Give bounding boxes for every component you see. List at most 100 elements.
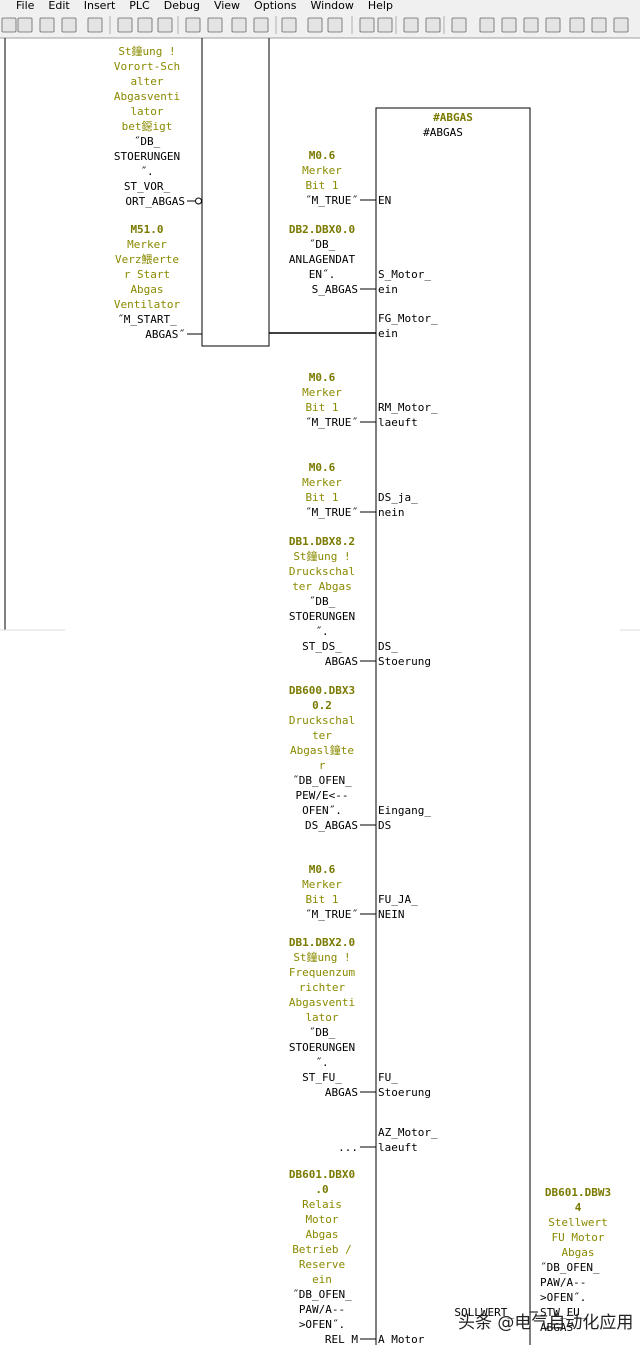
pin-label: ein xyxy=(378,283,398,296)
toolbar-button[interactable] xyxy=(523,17,539,33)
pin-label: A_Motor_ xyxy=(378,1333,431,1345)
toolbar-button[interactable] xyxy=(403,17,419,33)
operand-symbol: ˝. xyxy=(315,1056,328,1069)
toolbar-button[interactable] xyxy=(451,17,467,33)
toolbar-button[interactable] xyxy=(39,17,55,33)
operand-symbol: DS_ABGAS xyxy=(305,819,358,832)
operand-symbol: STW_FU_ xyxy=(540,1306,587,1319)
menu-item[interactable]: Help xyxy=(368,0,393,12)
operand-symbol: ˝DB_ xyxy=(309,1026,336,1039)
toolbar-button[interactable] xyxy=(377,17,393,33)
block-name: #ABGAS xyxy=(423,126,463,139)
operand-comment: Frequenzum xyxy=(289,966,356,979)
toolbar-button[interactable] xyxy=(545,17,561,33)
operand-comment: bet鐚igt xyxy=(122,119,173,133)
operand-comment: Ventilator xyxy=(114,298,181,311)
operand-comment: Bit 1 xyxy=(305,179,338,192)
watermark: 头条 @电气自动化应用 xyxy=(458,1313,633,1333)
toolbar-button[interactable] xyxy=(117,17,133,33)
operand-symbol: ˝M_TRUE˝ xyxy=(305,194,358,207)
operand-comment: Druckschal xyxy=(289,565,355,578)
operand-comment: Verz鰃erte xyxy=(115,253,179,266)
operand-address: 4 xyxy=(575,1201,582,1214)
operand-symbol: PAW/A-- xyxy=(299,1303,345,1316)
pin-label: Eingang_ xyxy=(378,804,431,817)
toolbar-button[interactable] xyxy=(1,17,17,33)
operand-address: M0.6 xyxy=(309,371,336,384)
toolbar-button[interactable] xyxy=(253,17,269,33)
menu-item[interactable]: Debug xyxy=(164,0,200,12)
toolbar-button[interactable] xyxy=(307,17,323,33)
block-instance: #ABGAS xyxy=(433,111,473,124)
menu-item[interactable]: Insert xyxy=(84,0,116,12)
operand-symbol: ABGAS xyxy=(325,655,358,668)
operand-symbol: ˝DB_ xyxy=(309,238,336,251)
toolbar-button[interactable] xyxy=(613,17,629,33)
operand-comment: Vorort-Sch xyxy=(114,60,180,73)
pin-label: FU_JA_ xyxy=(378,893,418,906)
pin-label: laeuft xyxy=(378,416,418,429)
operand-symbol: ˝. xyxy=(315,625,328,638)
left-block xyxy=(201,38,270,347)
pin-label: FG_Motor_ xyxy=(378,312,438,325)
pin-label: FU_ xyxy=(378,1071,398,1084)
operand-comment: lator xyxy=(130,105,163,118)
toolbar-button[interactable] xyxy=(185,17,201,33)
operand-symbol: ABGAS xyxy=(325,1086,358,1099)
operand-symbol: ˝. xyxy=(140,165,153,178)
operand-address: DB2.DBX0.0 xyxy=(289,223,355,236)
toolbar-button[interactable] xyxy=(359,17,375,33)
pin-label: nein xyxy=(378,506,405,519)
operand-comment: Bit 1 xyxy=(305,491,338,504)
operand-symbol: ˝DB_ xyxy=(309,595,336,608)
toolbar-button[interactable] xyxy=(157,17,173,33)
toolbar-button[interactable] xyxy=(501,17,517,33)
operand-comment: Abgasventi xyxy=(289,996,355,1009)
menu-item[interactable]: Options xyxy=(254,0,297,12)
operand-symbol: ˝DB_OFEN_ xyxy=(540,1261,600,1274)
pin-label: DS_ja_ xyxy=(378,491,418,504)
pin-label: S_Motor_ xyxy=(378,268,431,281)
operand-address: M0.6 xyxy=(309,461,336,474)
menu-item[interactable]: File xyxy=(16,0,35,12)
operand-symbol: ˝DB_OFEN_ xyxy=(292,774,352,787)
operand-comment: r xyxy=(319,759,326,772)
toolbar-button[interactable] xyxy=(591,17,607,33)
toolbar-button[interactable] xyxy=(87,17,103,33)
menu-item[interactable]: View xyxy=(214,0,240,12)
operand-symbol: ... xyxy=(338,1141,358,1154)
operand-address: DB600.DBX3 xyxy=(289,684,355,697)
toolbar-button[interactable] xyxy=(207,17,223,33)
toolbar-button[interactable] xyxy=(327,17,343,33)
toolbar-button[interactable] xyxy=(479,17,495,33)
pin-label: AZ_Motor_ xyxy=(378,1126,438,1139)
operand-address: .0 xyxy=(315,1183,328,1196)
operand-comment: St鐘ung ! xyxy=(118,44,175,58)
toolbar-button[interactable] xyxy=(425,17,441,33)
menu-item[interactable]: Edit xyxy=(48,0,70,12)
operand-symbol: ORT_ABGAS xyxy=(125,195,185,208)
menu-item[interactable]: Window xyxy=(311,0,354,12)
operand-symbol: OFEN˝. xyxy=(302,804,342,817)
menu-item[interactable]: PLC xyxy=(129,0,150,12)
negation xyxy=(195,197,202,205)
toolbar-button[interactable] xyxy=(231,17,247,33)
operand-symbol: PEW/E<-- xyxy=(296,789,349,802)
operand-symbol: ABGAS˝ xyxy=(145,328,185,341)
operand-comment: Betrieb / xyxy=(292,1243,352,1256)
operand-symbol: REL_M xyxy=(325,1333,358,1345)
operand-symbol: ST_VOR_ xyxy=(124,180,171,193)
operand-comment: Merker xyxy=(127,238,167,251)
toolbar-button[interactable] xyxy=(569,17,585,33)
operand-symbol: ˝M_TRUE˝ xyxy=(305,506,358,519)
toolbar-button[interactable] xyxy=(17,17,33,33)
toolbar-button[interactable] xyxy=(137,17,153,33)
operand-symbol: ˝DB_ xyxy=(134,135,161,148)
operand-comment: alter xyxy=(130,75,163,88)
operand-symbol: >OFEN˝. xyxy=(299,1318,345,1331)
operand-symbol: ˝M_TRUE˝ xyxy=(305,908,358,921)
pin-label: EN xyxy=(378,194,391,207)
toolbar-button[interactable] xyxy=(61,17,77,33)
operand-address: 0.2 xyxy=(312,699,332,712)
toolbar-button[interactable] xyxy=(281,17,297,33)
